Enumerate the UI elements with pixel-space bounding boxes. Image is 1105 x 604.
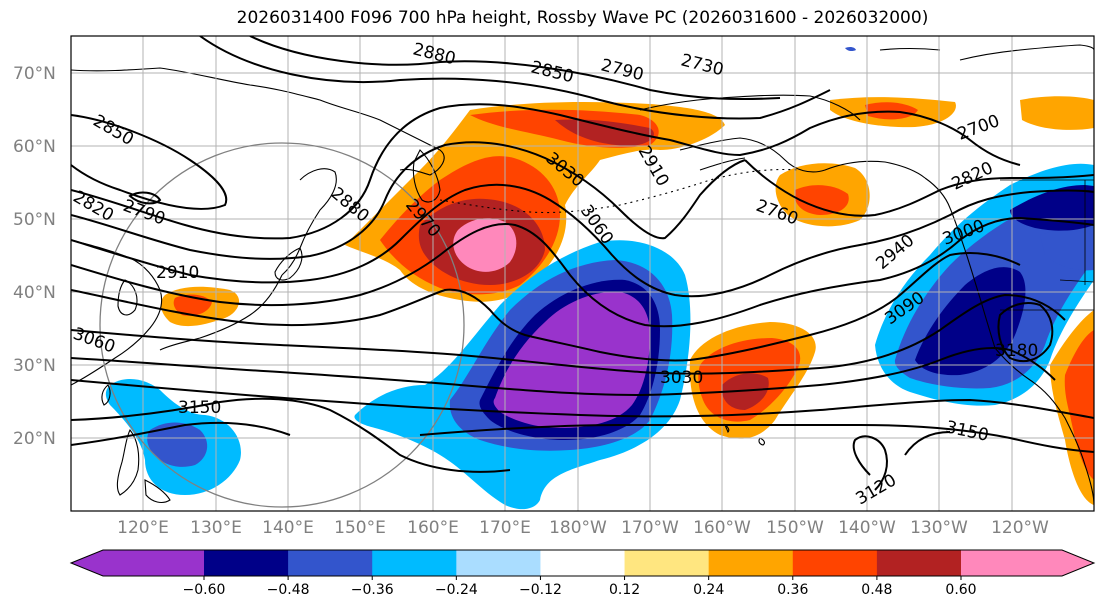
lon-label: 140°W bbox=[838, 518, 896, 538]
negative-anomaly-region bbox=[845, 46, 856, 52]
lon-label: 160°W bbox=[693, 518, 751, 538]
lon-label: 120°E bbox=[117, 518, 169, 538]
colorbar-tick-label: 0.24 bbox=[693, 582, 724, 598]
colorbar-segment bbox=[708, 550, 794, 576]
map-frame bbox=[70, 35, 1095, 512]
latitude-labels: 70°N 60°N 50°N 40°N 30°N 20°N bbox=[13, 64, 56, 449]
lon-label: 180°W bbox=[549, 518, 607, 538]
lon-label: 130°W bbox=[910, 518, 968, 538]
contour-label: 3150 bbox=[178, 398, 221, 418]
colorbar-segment bbox=[792, 550, 878, 576]
colorbar-tick-label: 0.12 bbox=[609, 582, 640, 598]
lat-label: 30°N bbox=[13, 356, 56, 376]
lon-label: 150°E bbox=[334, 518, 386, 538]
colorbar-tick-label: −0.60 bbox=[183, 582, 226, 598]
map-content: 2880 2850 2790 2730 2850 3030 2910 2700 … bbox=[71, 36, 1094, 511]
colorbar-segment bbox=[540, 550, 626, 576]
colorbar-segment bbox=[456, 550, 541, 576]
lon-label: 170°W bbox=[621, 518, 679, 538]
lon-label: 130°E bbox=[190, 518, 242, 538]
colorbar-tick-label: 0.60 bbox=[945, 582, 976, 598]
positive-anomaly-region bbox=[1020, 96, 1094, 130]
lon-label: 150°W bbox=[766, 518, 824, 538]
positive-anomaly-region bbox=[794, 185, 849, 215]
colorbar-segment bbox=[372, 550, 457, 576]
colorbar-segment bbox=[961, 550, 1094, 576]
lon-label: 170°E bbox=[479, 518, 531, 538]
colorbar-outline bbox=[69, 549, 1096, 577]
colorbar-segment bbox=[288, 550, 373, 576]
lon-label: 140°E bbox=[262, 518, 314, 538]
lat-label: 20°N bbox=[13, 429, 56, 449]
colorbar-tick-label: 0.48 bbox=[861, 582, 892, 598]
contour-label: 3030 bbox=[660, 368, 703, 388]
colorbar-segment bbox=[71, 550, 204, 576]
positive-anomaly-region bbox=[1064, 330, 1094, 480]
colorbar-tick-label: −0.36 bbox=[351, 582, 394, 598]
lon-label: 120°W bbox=[991, 518, 1049, 538]
positive-anomaly-region bbox=[453, 218, 517, 272]
negative-anomaly-region bbox=[1040, 230, 1094, 271]
height-contours bbox=[71, 36, 1094, 491]
colorbar-tick-label: −0.12 bbox=[519, 582, 562, 598]
colorbar: −0.60 −0.48 −0.36 −0.24 −0.12 0.12 0.24 0.36 0.4… bbox=[69, 549, 1096, 598]
contour-label: 3180 bbox=[995, 341, 1038, 361]
lon-label: 160°E bbox=[407, 518, 459, 538]
longitude-labels: 120°E 130°E 140°E 150°E 160°E 170°E 180°… bbox=[117, 518, 1049, 538]
colorbar-segment bbox=[876, 550, 962, 576]
lat-label: 70°N bbox=[13, 64, 56, 84]
lat-label: 60°N bbox=[13, 137, 56, 157]
colorbar-tick-label: 0.36 bbox=[777, 582, 808, 598]
colorbar-tick-label: −0.24 bbox=[435, 582, 478, 598]
lat-label: 40°N bbox=[13, 283, 56, 303]
reference-circle bbox=[99, 142, 465, 508]
negative-anomaly-region bbox=[147, 422, 208, 467]
positive-anomaly-region bbox=[721, 373, 769, 410]
colorbar-tick-label: −0.48 bbox=[267, 582, 310, 598]
contour-label: 2910 bbox=[156, 263, 199, 283]
coastlines bbox=[71, 44, 1094, 506]
positive-anomaly-region bbox=[555, 119, 654, 146]
colorbar-segment bbox=[624, 550, 710, 576]
lat-label: 50°N bbox=[13, 210, 56, 230]
colorbar-segment bbox=[204, 550, 289, 576]
figure-title: 2026031400 F096 700 hPa height, Rossby W… bbox=[236, 8, 929, 28]
